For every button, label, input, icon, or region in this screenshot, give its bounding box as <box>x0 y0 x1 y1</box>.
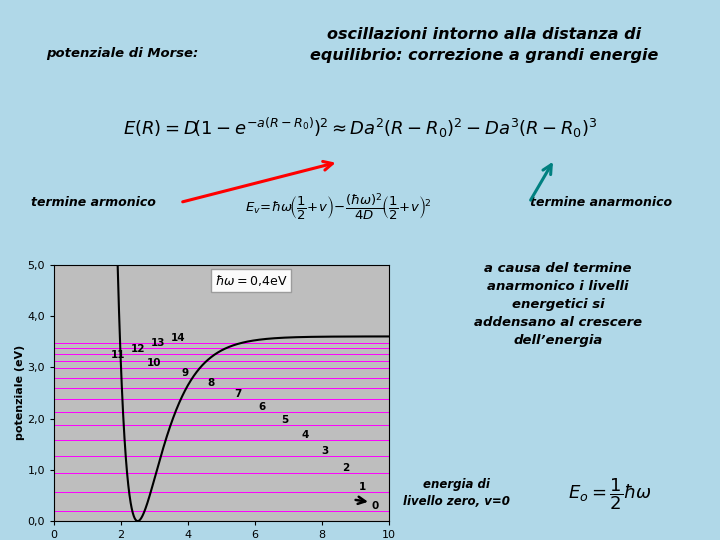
Text: 7: 7 <box>235 389 242 399</box>
Text: termine armonico: termine armonico <box>31 196 156 209</box>
Text: 4: 4 <box>302 430 309 440</box>
Y-axis label: potenziale (eV): potenziale (eV) <box>14 345 24 441</box>
Text: 2: 2 <box>342 463 349 474</box>
Text: 10: 10 <box>147 359 162 368</box>
Text: a causa del termine
anarmonico i livelli
energetici si
addensano al crescere
del: a causa del termine anarmonico i livelli… <box>474 261 642 347</box>
Text: 6: 6 <box>258 402 265 412</box>
Text: 12: 12 <box>130 343 145 354</box>
Text: $E_o = \dfrac{1}{2}\hbar\omega$: $E_o = \dfrac{1}{2}\hbar\omega$ <box>568 476 652 512</box>
Text: potenziale di Morse:: potenziale di Morse: <box>46 48 199 60</box>
Text: 3: 3 <box>322 446 329 456</box>
Text: $E_v\!=\!\hbar\omega\!\left(\dfrac{1}{2}\!+\!v\right)\!-\!\dfrac{(\hbar\omega)^2: $E_v\!=\!\hbar\omega\!\left(\dfrac{1}{2}… <box>246 191 431 222</box>
Text: energia di
livello zero, v=0: energia di livello zero, v=0 <box>403 478 510 508</box>
Text: $\hbar\omega = 0{,}4\mathrm{eV}$: $\hbar\omega = 0{,}4\mathrm{eV}$ <box>215 273 287 288</box>
Text: 0: 0 <box>372 501 379 511</box>
Text: 14: 14 <box>171 333 185 343</box>
Text: 9: 9 <box>181 368 188 377</box>
Text: 13: 13 <box>150 338 165 348</box>
Text: 8: 8 <box>208 378 215 388</box>
Text: $E(R) = D\!\left(1-e^{-a(R-R_0)}\right)^{\!2} \approx Da^2(R-R_0)^2 - Da^3(R-R_0: $E(R) = D\!\left(1-e^{-a(R-R_0)}\right)^… <box>123 116 597 140</box>
Text: oscillazioni intorno alla distanza di
equilibrio: correzione a grandi energie: oscillazioni intorno alla distanza di eq… <box>310 26 658 63</box>
Text: 11: 11 <box>110 350 125 361</box>
Text: 1: 1 <box>359 482 366 491</box>
Text: termine anarmonico: termine anarmonico <box>530 196 672 209</box>
Text: 5: 5 <box>282 415 289 426</box>
